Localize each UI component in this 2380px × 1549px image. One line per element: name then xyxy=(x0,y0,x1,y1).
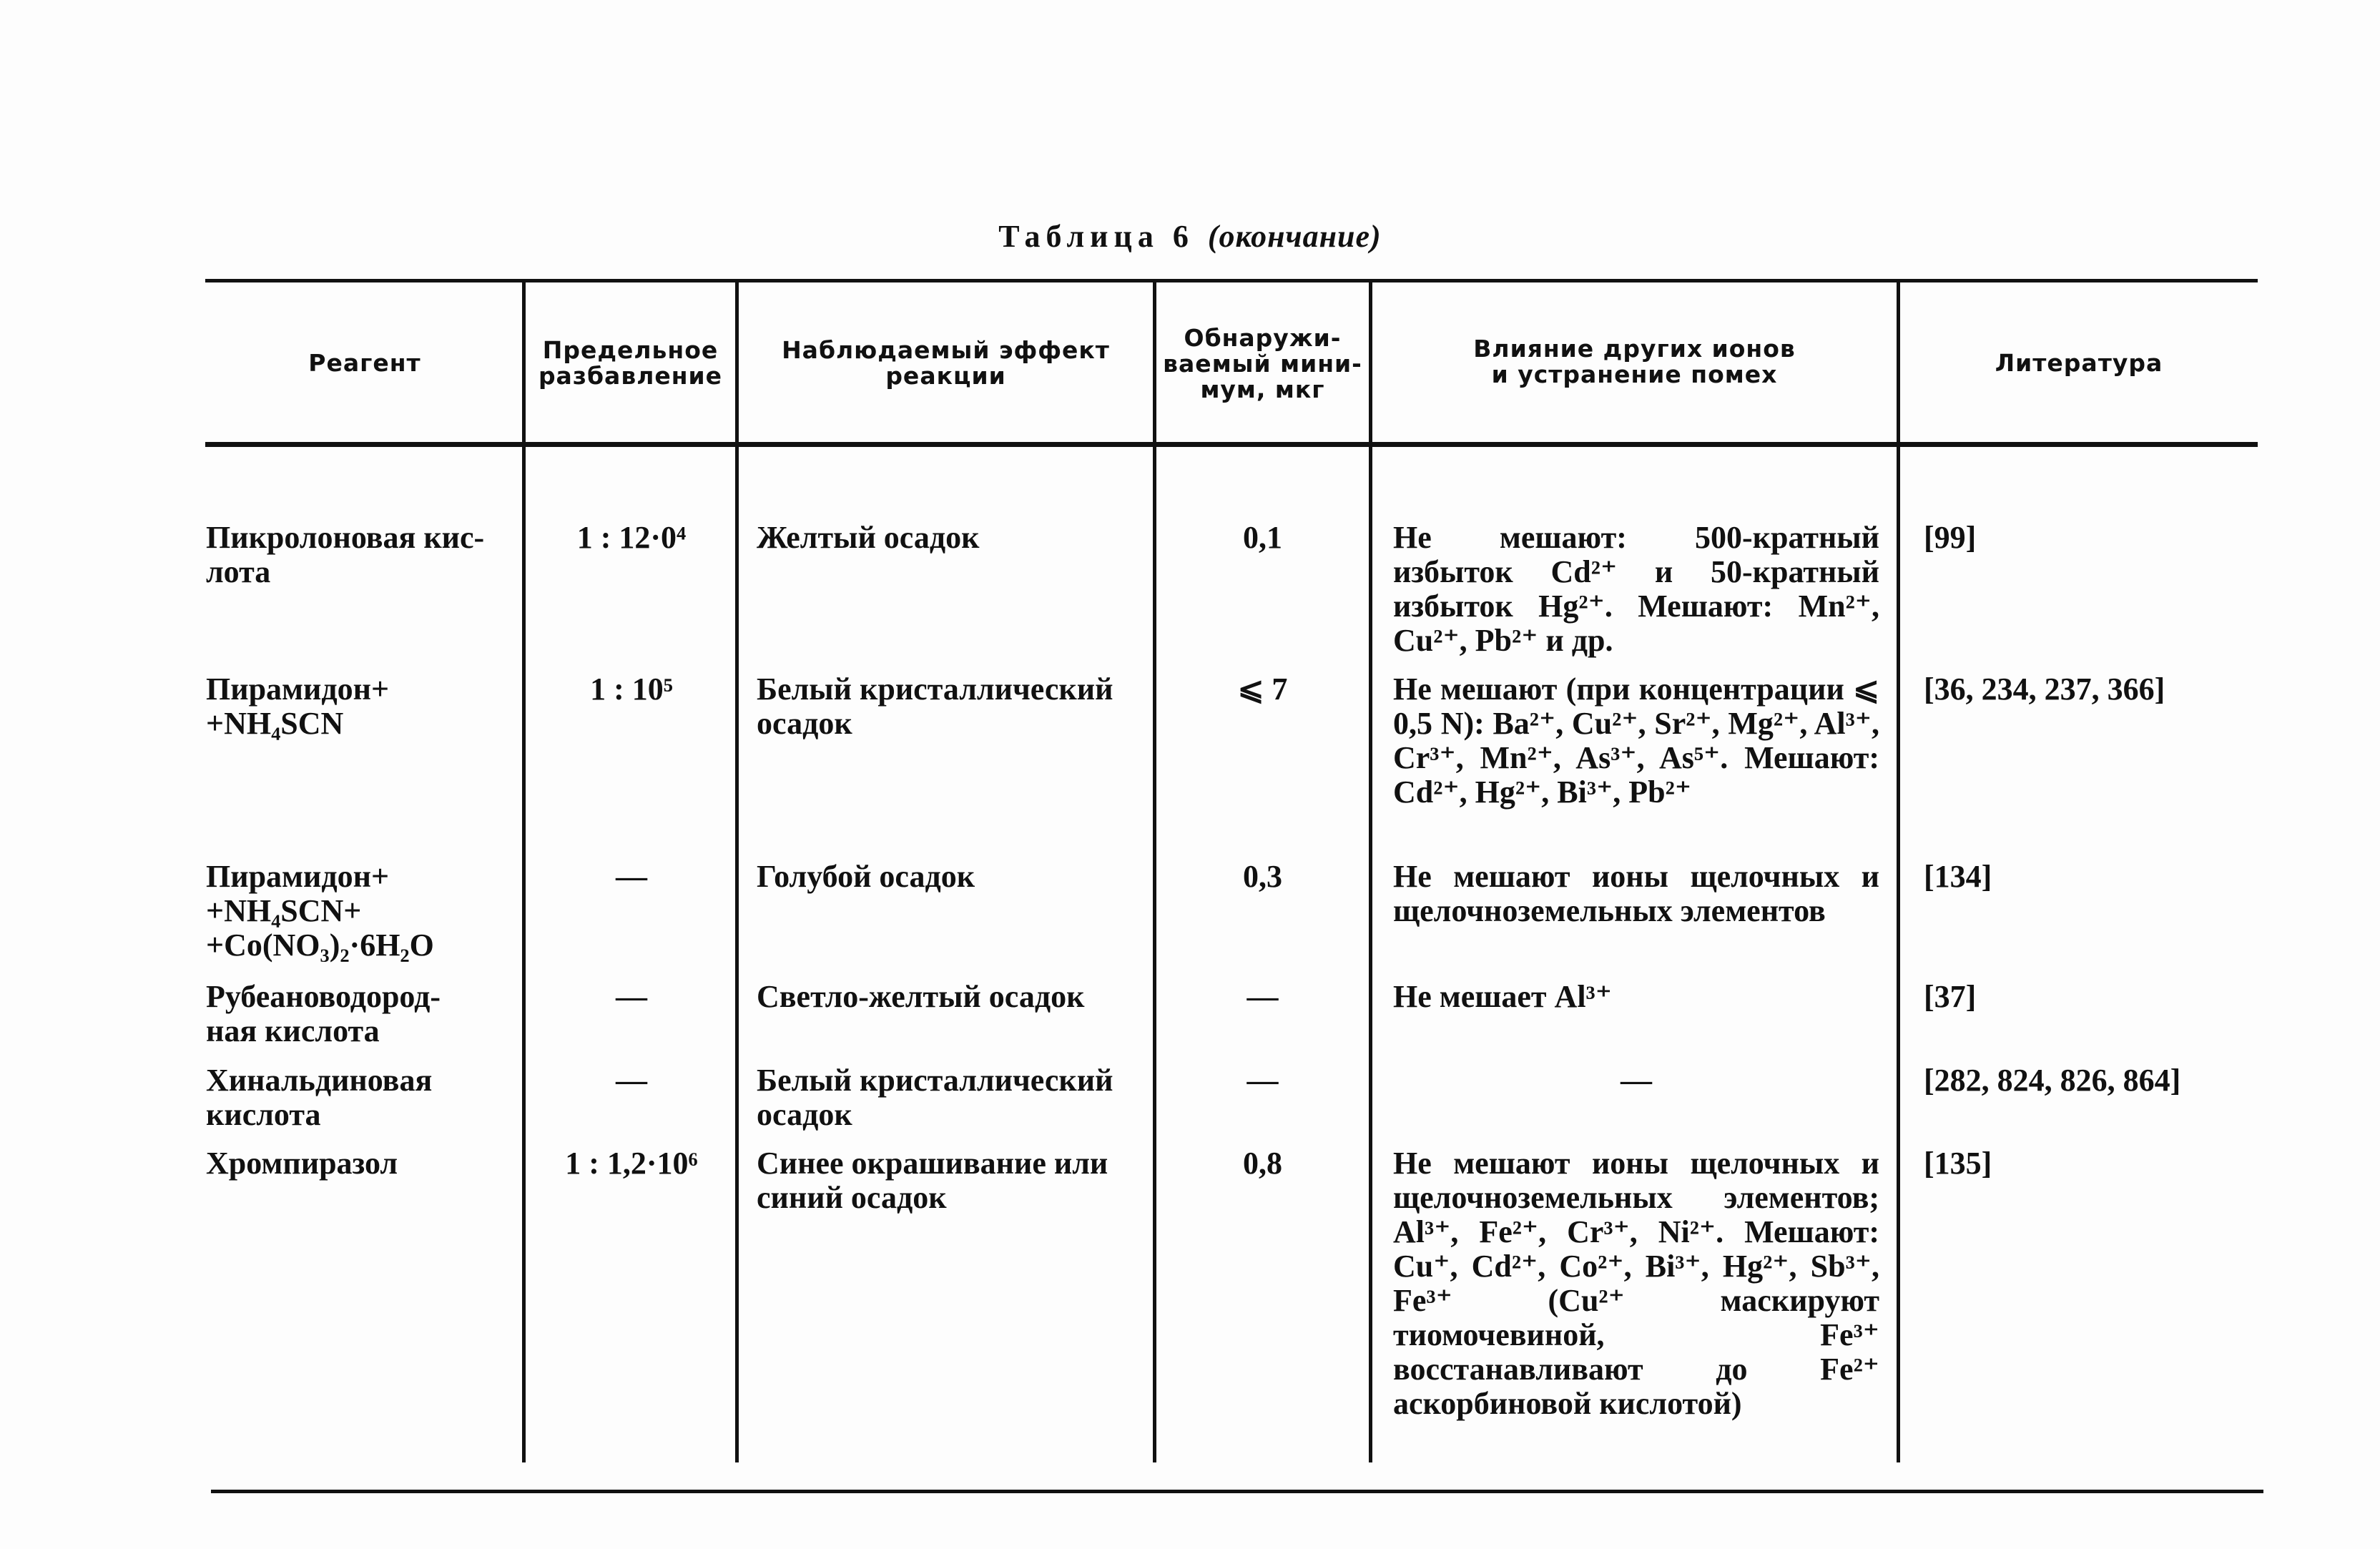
table-cell-reagent: Рубеановодород- ная кислота xyxy=(206,979,441,1048)
column-divider xyxy=(735,282,739,1462)
table-cell-dilution: — xyxy=(616,1063,647,1098)
table-cell-minimum: — xyxy=(1246,979,1279,1014)
table-cell-minimum: — xyxy=(1246,1063,1279,1098)
table-cell-effect: Светло-желтый осадок xyxy=(757,979,1085,1014)
header-dilution: Предельное разбавление xyxy=(538,336,723,390)
table-cell-interference: Не мешают ионы щелочных и щелочноземельн… xyxy=(1393,859,1879,928)
table-cell-interference: Не мешают: 500-кратный избыток Cd²⁺ и 50… xyxy=(1393,520,1879,658)
header-rule xyxy=(205,442,2258,447)
column-divider xyxy=(1897,282,1900,1462)
table-cell-literature: [135] xyxy=(1924,1146,1992,1181)
table-cell-dilution: 1 : 12·0⁴ xyxy=(576,520,687,555)
table-cell-effect: Синее окрашивание или синий осадок xyxy=(757,1146,1108,1215)
table-cell-minimum: 0,1 xyxy=(1243,520,1282,555)
table-cell-effect: Белый кристаллический осадок xyxy=(757,672,1113,741)
table-title-label: Таблица 6 xyxy=(998,219,1194,254)
table-cell-literature: [99] xyxy=(1924,520,1977,555)
table-cell-reagent: Пикролоновая кис- лота xyxy=(206,520,485,589)
bottom-rule xyxy=(211,1490,2263,1493)
table-title-note: (окончание) xyxy=(1207,219,1382,254)
column-divider xyxy=(522,282,526,1462)
column-divider xyxy=(1153,282,1156,1462)
table-cell-effect: Голубой осадок xyxy=(757,859,975,894)
table-cell-reagent: Пирамидон+ +NH₄SCN xyxy=(206,672,390,741)
table-cell-dilution: 1 : 1,2·10⁶ xyxy=(565,1146,698,1181)
header-effect: Наблюдаемый эффект реакции xyxy=(782,336,1110,390)
table-cell-minimum: 0,8 xyxy=(1243,1146,1282,1181)
table-cell-minimum: ⩽ 7 xyxy=(1237,672,1288,707)
table-cell-literature: [36, 234, 237, 366] xyxy=(1924,672,2165,707)
table-cell-interference: Не мешают ионы щелочных и щелочноземельн… xyxy=(1393,1146,1879,1421)
header-minimum: Обнаружи- ваемый мини- мум, мкг xyxy=(1163,324,1362,403)
table-cell-dilution: — xyxy=(616,979,647,1014)
table-cell-interference: — xyxy=(1621,1063,1652,1098)
table-cell-interference: Не мешают (при концентрации ⩽ 0,5 N): Ba… xyxy=(1393,672,1879,810)
table-cell-literature: [282, 824, 826, 864] xyxy=(1924,1063,2181,1098)
table-cell-effect: Белый кристаллический осадок xyxy=(757,1063,1113,1132)
header-interference: Влияние других ионов и устранение помех xyxy=(1473,335,1796,388)
table-cell-reagent: Хромпиразол xyxy=(206,1146,398,1181)
table-cell-reagent: Пирамидон+ +NH₄SCN+ +Co(NO₃)₂·6H₂O xyxy=(206,859,434,963)
table-cell-dilution: — xyxy=(616,859,647,894)
table-title: Таблица 6 (окончание) xyxy=(0,218,2380,255)
table-cell-minimum: 0,3 xyxy=(1243,859,1282,894)
header-reagent: Реагент xyxy=(308,349,421,377)
column-divider xyxy=(1369,282,1372,1462)
table-cell-interference: Не мешает Al³⁺ xyxy=(1393,979,1612,1014)
table-cell-reagent: Хинальдиновая кислота xyxy=(206,1063,433,1132)
table-cell-effect: Желтый осадок xyxy=(757,520,980,555)
header-literature: Литература xyxy=(1995,349,2163,377)
table-cell-literature: [37] xyxy=(1924,979,1977,1014)
top-rule xyxy=(205,279,2258,282)
table-cell-dilution: 1 : 10⁵ xyxy=(590,672,673,707)
table-cell-literature: [134] xyxy=(1924,859,1992,894)
